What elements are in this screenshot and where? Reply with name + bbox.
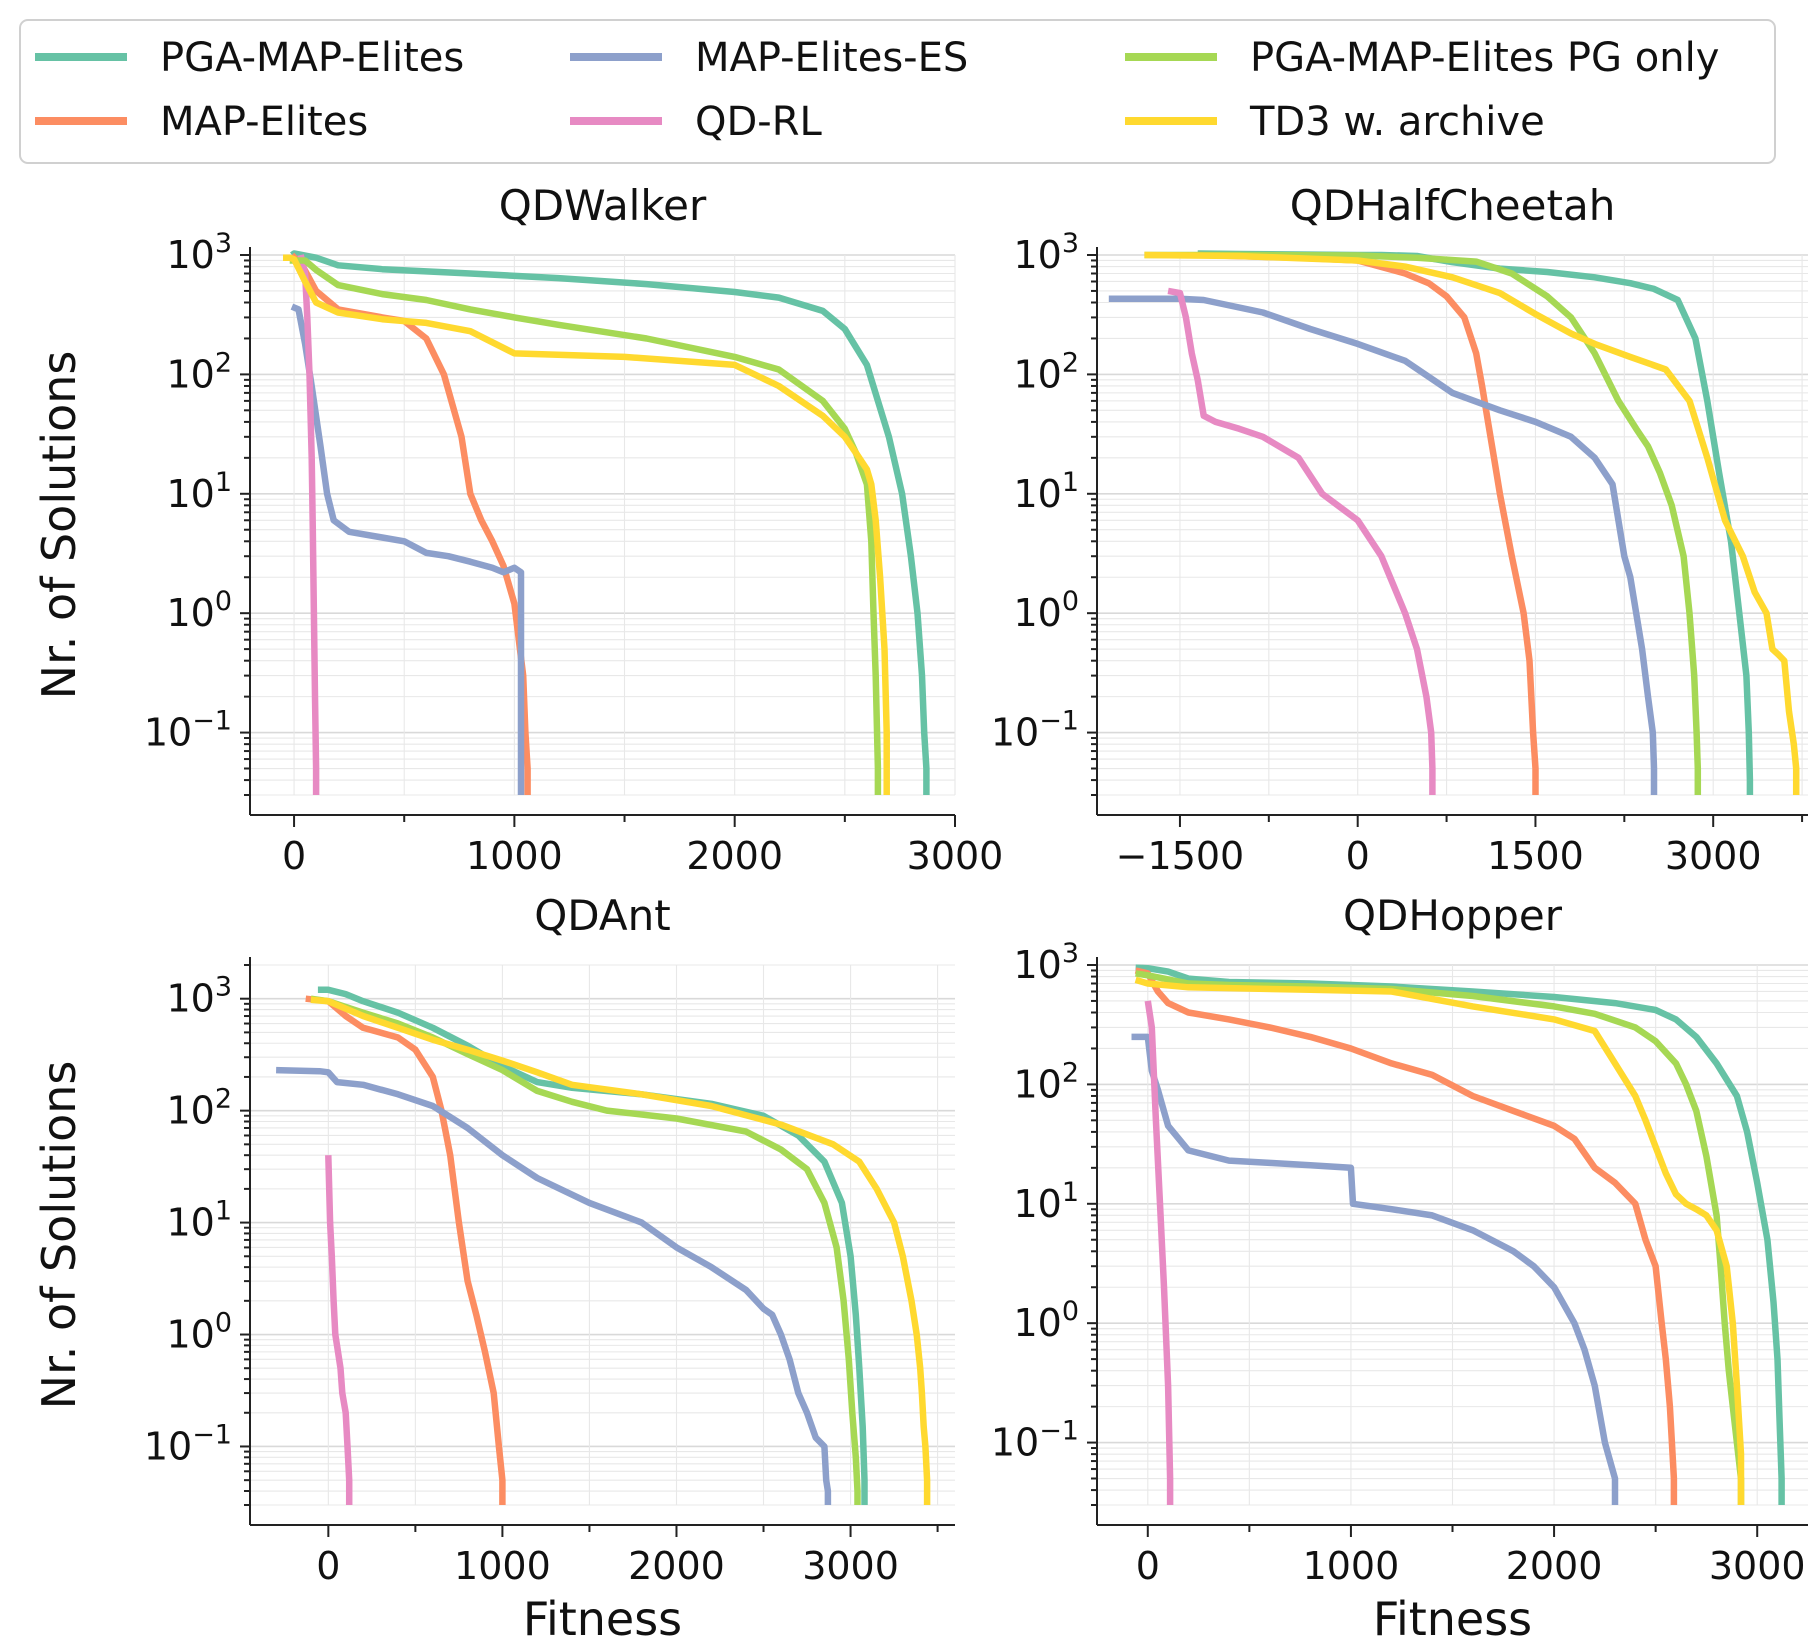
- x-axis-label: Fitness: [523, 1592, 682, 1642]
- series-line-pga-map-elites: [1135, 964, 1785, 1505]
- series-line-qd-rl: [1167, 287, 1436, 795]
- grid: [1097, 964, 1808, 1506]
- legend-label-pga-map-elites-pg-only: PGA-MAP-Elites PG only: [1250, 35, 1719, 81]
- series-line-map-elites: [305, 995, 506, 1505]
- series-group: [1131, 964, 1785, 1505]
- series-group: [1108, 250, 1800, 795]
- x-tick-label: 2000: [1506, 1544, 1603, 1588]
- series-line-pga-map-elites-pg-only: [289, 257, 882, 795]
- y-tick-label: 103: [1013, 938, 1079, 987]
- y-tick-label: 100: [1013, 586, 1079, 635]
- legend-label-map-elites-es: MAP-Elites-ES: [695, 35, 968, 81]
- y-tick-label: 102: [166, 1084, 232, 1133]
- x-tick-label: 0: [316, 1544, 340, 1588]
- series-line-map-elites-es: [1131, 1033, 1619, 1505]
- series-line-pga-map-elites: [1197, 250, 1754, 795]
- panel-title: QDAnt: [534, 891, 670, 940]
- y-tick-label: 10−1: [144, 706, 232, 755]
- y-tick-label: 103: [1013, 228, 1079, 277]
- series-line-qd-rl: [1144, 1000, 1174, 1505]
- x-tick-label: 0: [1136, 1544, 1160, 1588]
- y-tick-label: 100: [1013, 1296, 1079, 1345]
- y-tick-label: 10−1: [991, 1416, 1079, 1465]
- x-tick-label: −1500: [1116, 834, 1245, 878]
- x-tick-label: 0: [282, 834, 306, 878]
- legend-label-td3-w-archive: TD3 w. archive: [1249, 99, 1545, 145]
- y-tick-label: 101: [166, 467, 232, 516]
- panel-qdant: 103 102 101 100 10−1 0 1000 2000 3000 QDAnt Nr. of…: [32, 891, 955, 1642]
- x-tick-label: 0: [1346, 834, 1370, 878]
- legend-label-pga-map-elites: PGA-MAP-Elites: [160, 35, 464, 81]
- series-line-pga-map-elites: [290, 250, 930, 795]
- series-line-td3-w-archive: [310, 996, 931, 1505]
- panel-qdhalfcheetah: 103 102 101 100 10−1 −1500 0 1500 3000 QDHalfChee…: [991, 181, 1808, 878]
- x-tick-label: 1500: [1487, 834, 1584, 878]
- series-line-map-elites: [1134, 967, 1678, 1505]
- y-axis-label: Nr. of Solutions: [32, 351, 86, 700]
- panel-title: QDWalker: [499, 181, 707, 230]
- series-line-pga-map-elites-pg-only: [310, 995, 861, 1505]
- series-group: [283, 250, 930, 795]
- legend-label-qd-rl: QD-RL: [695, 99, 823, 145]
- series-line-map-elites-es: [1108, 295, 1658, 795]
- series-line-td3-w-archive: [1134, 976, 1745, 1505]
- y-tick-label: 101: [1013, 467, 1079, 516]
- panel-title: QDHalfCheetah: [1290, 181, 1616, 230]
- y-tick-label: 10−1: [144, 1419, 232, 1468]
- legend-box: [19, 19, 1776, 164]
- y-tick-label: 103: [166, 228, 232, 277]
- series-line-pga-map-elites-pg-only: [1144, 251, 1702, 795]
- x-axis-label: Fitness: [1373, 1592, 1532, 1642]
- series-line-map-elites: [1197, 251, 1539, 795]
- series-line-map-elites: [289, 252, 531, 795]
- x-tick-label: 1000: [1303, 1544, 1400, 1588]
- x-tick-label: 3000: [1709, 1544, 1806, 1588]
- series-line-td3-w-archive: [1144, 251, 1800, 795]
- y-tick-label: 101: [1013, 1177, 1079, 1226]
- x-tick-label: 1000: [466, 834, 563, 878]
- y-tick-label: 10−1: [991, 706, 1079, 755]
- y-tick-label: 100: [166, 586, 232, 635]
- x-tick-label: 3000: [1665, 834, 1762, 878]
- x-tick-label: 2000: [686, 834, 783, 878]
- y-tick-label: 102: [1013, 347, 1079, 396]
- x-tick-label: 1000: [454, 1544, 551, 1588]
- y-tick-label: 101: [166, 1196, 232, 1245]
- x-tick-label: 3000: [907, 834, 1004, 878]
- panel-title: QDHopper: [1343, 891, 1563, 940]
- y-tick-label: 100: [166, 1308, 232, 1357]
- x-tick-label: 3000: [802, 1544, 899, 1588]
- series-line-td3-w-archive: [283, 254, 890, 795]
- panel-qdwalker: 103 102 101 100 10−1 0 1000 2000 3000 QDWalker Nr.…: [32, 181, 1003, 878]
- y-tick-label: 102: [166, 347, 232, 396]
- panel-qdhopper: 103 102 101 100 10−1 0 1000 2000 3000 QDHopper Fit…: [991, 891, 1808, 1642]
- series-group: [276, 986, 931, 1505]
- grid: [1097, 254, 1808, 796]
- x-tick-label: 2000: [628, 1544, 725, 1588]
- legend: PGA-MAP-Elites MAP-Elites MAP-Elites-ES QD-…: [19, 19, 1776, 164]
- series-line-map-elites-es: [276, 1066, 832, 1505]
- y-tick-label: 102: [1013, 1057, 1079, 1106]
- y-axis-label: Nr. of Solutions: [32, 1061, 86, 1410]
- grid: [250, 254, 956, 796]
- series-line-qd-rl: [325, 1155, 353, 1505]
- legend-label-map-elites: MAP-Elites: [160, 99, 368, 145]
- series-line-qd-rl: [297, 254, 320, 795]
- y-tick-label: 103: [166, 972, 232, 1021]
